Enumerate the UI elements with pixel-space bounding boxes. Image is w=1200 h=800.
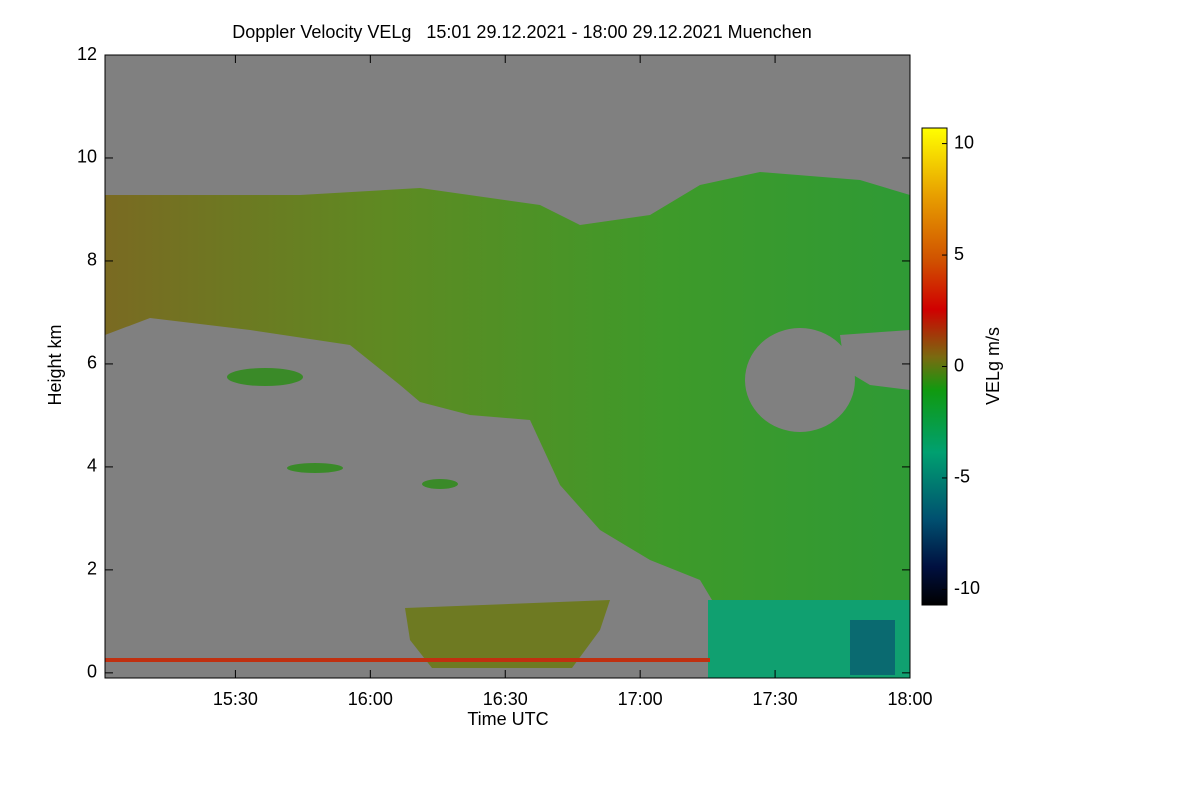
y-tick-label: 4 xyxy=(87,456,97,476)
x-tick-label: 16:30 xyxy=(483,689,528,709)
colorbar-tick-label: -5 xyxy=(954,467,970,487)
blob xyxy=(422,479,458,489)
low-field xyxy=(850,620,895,675)
y-tick-label: 0 xyxy=(87,662,97,682)
y-tick-label: 2 xyxy=(87,559,97,579)
x-tick-label: 17:00 xyxy=(618,689,663,709)
x-tick-label: 17:30 xyxy=(753,689,798,709)
blob xyxy=(227,368,303,386)
x-tick-label: 15:30 xyxy=(213,689,258,709)
y-tick-label: 10 xyxy=(77,147,97,167)
x-tick-label: 16:00 xyxy=(348,689,393,709)
y-tick-label: 8 xyxy=(87,250,97,270)
colorbar-tick-label: -10 xyxy=(954,578,980,598)
y-tick-label: 12 xyxy=(77,44,97,64)
colorbar-tick-label: 0 xyxy=(954,355,964,375)
colorbar-label: VELg m/s xyxy=(983,327,1003,405)
y-tick-label: 6 xyxy=(87,353,97,373)
colorbar-tick-label: 10 xyxy=(954,132,974,152)
gap xyxy=(745,328,855,432)
colorbar-tick-label: 5 xyxy=(954,244,964,264)
x-tick-label: 18:00 xyxy=(887,689,932,709)
y-axis-label: Height km xyxy=(45,324,65,405)
x-axis-label: Time UTC xyxy=(467,709,548,729)
blob xyxy=(287,463,343,473)
chart-title: Doppler Velocity VELg 15:01 29.12.2021 -… xyxy=(232,22,811,42)
ground-line xyxy=(105,658,710,662)
low-cloud xyxy=(405,600,610,668)
cloud-band xyxy=(105,172,910,678)
gap xyxy=(840,330,910,390)
plot-frame xyxy=(104,54,911,679)
velocity-field xyxy=(105,55,910,678)
